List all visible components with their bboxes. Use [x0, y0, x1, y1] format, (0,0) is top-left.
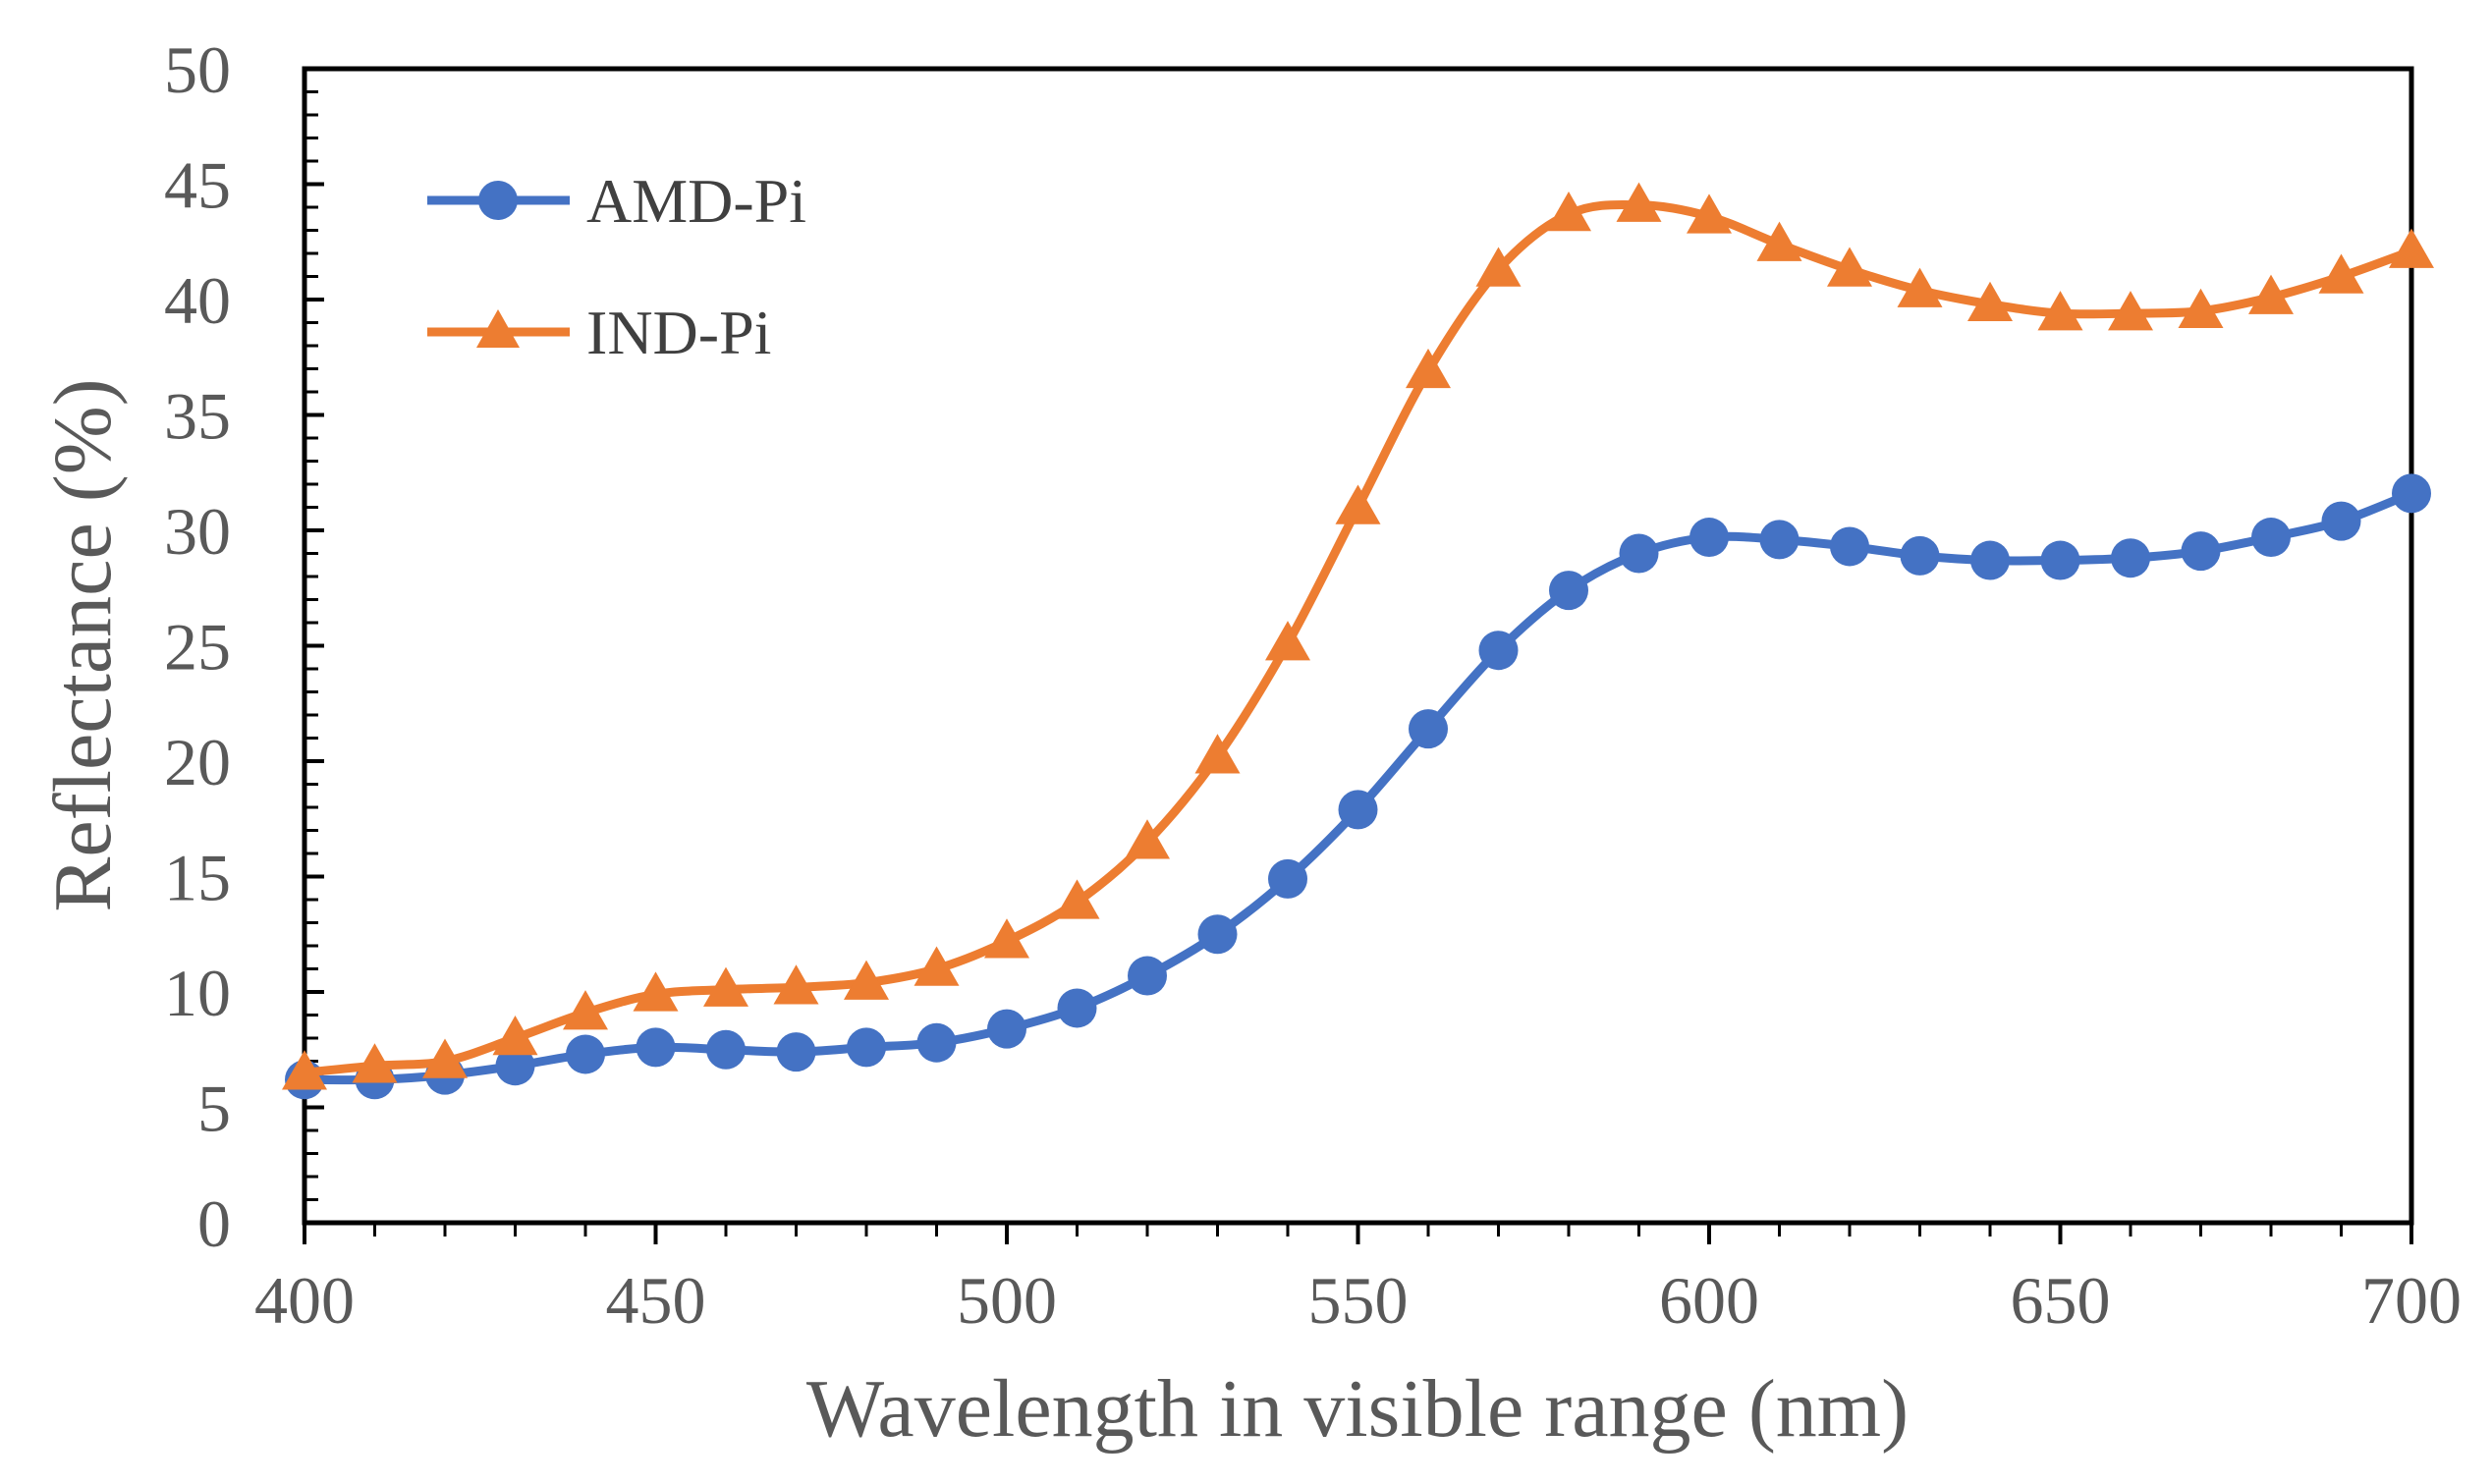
data-point-ind-pi — [2037, 291, 2083, 331]
y-tick-label: 5 — [197, 1072, 231, 1146]
y-tick-label: 40 — [164, 263, 231, 338]
data-point-ind-pi — [352, 1043, 398, 1083]
data-point-ind-pi — [2108, 291, 2153, 331]
data-point-ind-pi — [2248, 274, 2294, 314]
x-tick-label: 650 — [2011, 1263, 2111, 1338]
x-tick-label: 400 — [254, 1263, 355, 1338]
data-point-amd-pi — [1057, 988, 1097, 1028]
data-point-ind-pi — [1406, 348, 1451, 389]
series-amd-pi — [285, 473, 2431, 1100]
y-tick-label: 15 — [164, 841, 231, 915]
y-tick-label: 50 — [164, 32, 231, 107]
data-point-ind-pi — [914, 946, 960, 986]
data-point-ind-pi — [1616, 182, 1662, 222]
data-point-amd-pi — [1197, 914, 1238, 955]
data-point-ind-pi — [1897, 267, 1943, 307]
data-point-ind-pi — [703, 966, 748, 1007]
data-point-ind-pi — [1967, 281, 2013, 321]
data-point-amd-pi — [1268, 858, 1307, 899]
x-tick-label: 450 — [606, 1263, 706, 1338]
y-axis-title: Reflectance (%) — [37, 378, 129, 911]
data-point-amd-pi — [2251, 518, 2291, 558]
plot-frame — [302, 66, 2414, 1226]
data-point-ind-pi — [1546, 192, 1591, 232]
data-point-ind-pi — [1125, 819, 1170, 859]
data-point-ind-pi — [282, 1050, 327, 1090]
data-point-amd-pi — [636, 1027, 676, 1068]
data-point-amd-pi — [1689, 518, 1729, 558]
data-point-amd-pi — [1970, 540, 2010, 580]
y-tick-label: 10 — [164, 956, 231, 1030]
data-point-ind-pi — [1687, 193, 1732, 234]
x-tick-labels: 400 450 500 550 600 650 700 — [254, 1263, 2462, 1338]
data-point-amd-pi — [987, 1009, 1026, 1049]
x-tick-label: 700 — [2361, 1263, 2462, 1338]
data-point-amd-pi — [2181, 531, 2221, 572]
legend-label-amd-pi: AMD-Pi — [586, 166, 806, 236]
data-point-amd-pi — [1549, 571, 1588, 611]
data-point-ind-pi — [1827, 247, 1872, 287]
data-point-ind-pi — [2318, 253, 2364, 294]
y-tick-labels: 0 5 10 15 20 25 30 35 40 45 50 — [164, 32, 231, 1261]
data-point-ind-pi — [492, 1016, 538, 1056]
data-point-amd-pi — [495, 1046, 535, 1086]
legend-marker-amd-pi — [478, 181, 518, 220]
data-point-ind-pi — [1265, 621, 1310, 661]
data-point-amd-pi — [2040, 540, 2080, 580]
data-point-amd-pi — [2392, 473, 2431, 514]
data-point-ind-pi — [2389, 228, 2434, 268]
data-point-ind-pi — [1194, 734, 1241, 774]
data-point-ind-pi — [1475, 247, 1522, 287]
y-tick-label: 45 — [164, 148, 231, 223]
data-point-amd-pi — [1128, 956, 1167, 996]
y-tick-label: 30 — [164, 494, 231, 569]
y-tick-label: 35 — [164, 379, 231, 454]
data-point-amd-pi — [1409, 709, 1448, 749]
data-point-ind-pi — [563, 990, 608, 1030]
x-tick-label: 600 — [1659, 1263, 1759, 1338]
data-point-amd-pi — [916, 1022, 957, 1063]
data-point-ind-pi — [984, 918, 1029, 959]
legend: AMD-Pi IND-Pi — [427, 166, 806, 367]
data-point-amd-pi — [776, 1032, 816, 1072]
x-tick-label: 500 — [957, 1263, 1057, 1338]
data-point-amd-pi — [1830, 526, 1869, 567]
data-point-ind-pi — [633, 971, 679, 1012]
series-layer — [282, 182, 2434, 1100]
data-point-ind-pi — [2178, 288, 2224, 328]
data-point-amd-pi — [1478, 631, 1519, 671]
data-point-amd-pi — [2321, 501, 2361, 541]
y-tick-label: 0 — [197, 1186, 231, 1261]
data-point-amd-pi — [2111, 538, 2150, 578]
data-point-ind-pi — [773, 964, 819, 1005]
data-point-ind-pi — [1054, 879, 1100, 919]
x-axis-title: Wavelength in visible range (nm) — [806, 1363, 1909, 1455]
data-point-amd-pi — [1619, 533, 1659, 574]
data-point-ind-pi — [844, 960, 889, 1000]
data-point-amd-pi — [847, 1027, 886, 1068]
data-point-amd-pi — [566, 1034, 605, 1074]
x-tick-label: 550 — [1308, 1263, 1409, 1338]
data-point-amd-pi — [1338, 790, 1378, 830]
y-tick-label: 25 — [164, 610, 231, 685]
data-point-ind-pi — [422, 1038, 468, 1078]
data-point-amd-pi — [1900, 535, 1940, 576]
legend-label-ind-pi: IND-Pi — [586, 298, 771, 367]
legend-marker-ind-pi — [476, 309, 520, 348]
data-point-ind-pi — [1335, 484, 1381, 524]
data-point-amd-pi — [1759, 520, 1800, 560]
y-tick-label: 20 — [164, 725, 231, 799]
data-point-ind-pi — [1756, 221, 1802, 261]
series-ind-pi — [282, 182, 2434, 1090]
data-point-amd-pi — [706, 1029, 746, 1070]
